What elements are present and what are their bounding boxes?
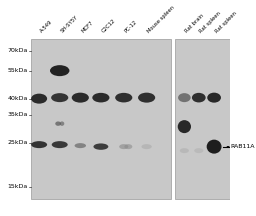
- Ellipse shape: [178, 93, 191, 102]
- Ellipse shape: [115, 93, 132, 102]
- Text: Mouse spleen: Mouse spleen: [147, 5, 176, 34]
- Ellipse shape: [124, 144, 132, 149]
- Ellipse shape: [192, 93, 206, 102]
- Ellipse shape: [50, 65, 69, 76]
- Text: 70kDa: 70kDa: [7, 48, 28, 53]
- Ellipse shape: [31, 141, 47, 148]
- Ellipse shape: [60, 121, 64, 126]
- Bar: [175, 39, 230, 199]
- Text: RAB11A: RAB11A: [230, 144, 255, 149]
- Text: Rat spleen: Rat spleen: [199, 10, 222, 34]
- Ellipse shape: [119, 144, 128, 149]
- Bar: [31, 39, 171, 199]
- Text: 15kDa: 15kDa: [7, 184, 28, 189]
- Ellipse shape: [207, 140, 221, 154]
- Text: 40kDa: 40kDa: [7, 96, 28, 101]
- Ellipse shape: [93, 143, 108, 150]
- Text: Rat brain: Rat brain: [184, 13, 205, 34]
- Ellipse shape: [74, 143, 86, 148]
- Text: A-549: A-549: [39, 19, 54, 34]
- Ellipse shape: [51, 93, 68, 102]
- Text: C2C12: C2C12: [101, 18, 117, 34]
- Ellipse shape: [55, 121, 61, 126]
- Text: PC-12: PC-12: [124, 19, 138, 34]
- Ellipse shape: [138, 93, 155, 103]
- Ellipse shape: [52, 141, 68, 148]
- Text: MCF7: MCF7: [80, 20, 94, 34]
- Text: 35kDa: 35kDa: [7, 112, 28, 117]
- Ellipse shape: [31, 94, 47, 104]
- Ellipse shape: [142, 144, 152, 149]
- Text: Rat spleen: Rat spleen: [214, 10, 237, 34]
- Text: 25kDa: 25kDa: [7, 140, 28, 145]
- Ellipse shape: [178, 120, 191, 133]
- Ellipse shape: [194, 148, 203, 153]
- Text: SH-SY5Y: SH-SY5Y: [60, 14, 79, 34]
- Text: 55kDa: 55kDa: [7, 68, 28, 73]
- Ellipse shape: [72, 93, 89, 103]
- Ellipse shape: [207, 93, 221, 103]
- Ellipse shape: [180, 148, 189, 153]
- Ellipse shape: [92, 93, 110, 102]
